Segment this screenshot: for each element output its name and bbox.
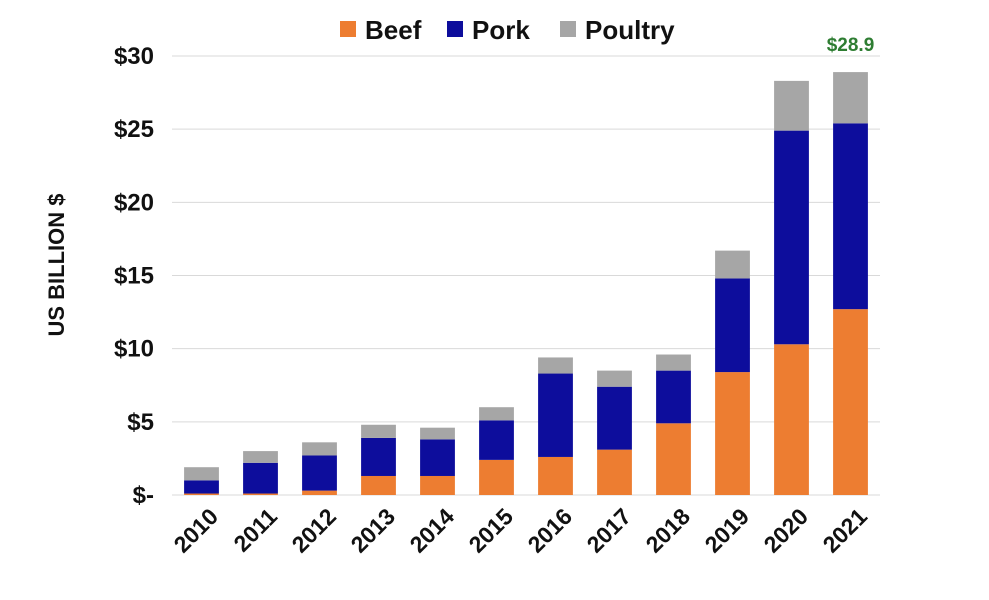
bar-beef-2018 (656, 423, 691, 495)
legend-swatch (340, 21, 356, 37)
y-tick-label: $- (133, 482, 154, 509)
bar-pork-2011 (243, 462, 278, 494)
bar-poultry-2016 (538, 357, 573, 374)
y-tick-label: $15 (114, 263, 154, 290)
bar-poultry-2021 (833, 72, 868, 124)
bar-pork-2020 (774, 130, 809, 345)
bar-beef-2017 (597, 449, 632, 495)
annotations: $28.9 (827, 35, 875, 56)
y-tick-label: $30 (114, 43, 154, 70)
bar-pork-2018 (656, 370, 691, 424)
bar-beef-2021 (833, 309, 868, 495)
bar-poultry-2017 (597, 370, 632, 387)
legend-item-poultry: Poultry (560, 15, 675, 45)
bar-beef-2011 (243, 493, 278, 495)
bar-beef-2012 (302, 490, 337, 495)
bar-poultry-2011 (243, 451, 278, 463)
y-tick-label: $5 (127, 409, 154, 436)
x-tick-label: 2021 (817, 503, 872, 558)
bars (184, 72, 868, 495)
bar-poultry-2015 (479, 407, 514, 421)
bar-pork-2019 (715, 278, 750, 373)
x-tick-label: 2013 (345, 503, 400, 558)
legend-label: Poultry (585, 15, 675, 45)
legend[interactable]: Beef Pork Poultry (340, 15, 675, 45)
x-axis-ticks: 2010 2011 2012 2013 2014 2015 2016 2017 2018 2019… (168, 503, 872, 558)
x-tick-label: 2010 (168, 503, 223, 558)
bar-pork-2013 (361, 437, 396, 476)
bar-beef-2020 (774, 344, 809, 495)
bar-beef-2014 (420, 475, 455, 495)
bar-beef-2015 (479, 459, 514, 495)
bar-pork-2012 (302, 455, 337, 491)
gridlines (172, 55, 880, 496)
bar-poultry-2020 (774, 80, 809, 131)
x-tick-label: 2014 (404, 503, 459, 558)
legend-label: Beef (365, 15, 422, 45)
x-tick-label: 2020 (758, 503, 813, 558)
bar-pork-2010 (184, 480, 219, 494)
total-annotation: $28.9 (827, 35, 875, 56)
bar-poultry-2019 (715, 250, 750, 279)
y-tick-label: $20 (114, 189, 154, 216)
bar-poultry-2014 (420, 427, 455, 440)
bar-pork-2021 (833, 123, 868, 310)
bar-beef-2016 (538, 456, 573, 495)
bar-poultry-2018 (656, 354, 691, 371)
x-tick-label: 2018 (640, 503, 695, 558)
y-axis-ticks: $- $5 $10 $15 $20 $25 $30 (114, 43, 154, 509)
x-tick-label: 2012 (286, 503, 341, 558)
legend-item-pork: Pork (447, 15, 530, 45)
legend-label: Pork (472, 15, 530, 45)
bar-poultry-2012 (302, 442, 337, 456)
bar-beef-2019 (715, 372, 750, 495)
y-tick-label: $25 (114, 116, 154, 143)
legend-swatch (560, 21, 576, 37)
bar-pork-2015 (479, 420, 514, 460)
x-tick-label: 2015 (463, 503, 518, 558)
x-tick-label: 2011 (228, 503, 282, 557)
x-tick-label: 2016 (522, 503, 577, 558)
bar-beef-2013 (361, 475, 396, 495)
legend-swatch (447, 21, 463, 37)
x-tick-label: 2017 (581, 503, 636, 558)
bar-pork-2014 (420, 439, 455, 476)
bar-pork-2017 (597, 386, 632, 450)
bar-poultry-2010 (184, 467, 219, 481)
y-tick-label: $10 (114, 336, 154, 363)
x-tick-label: 2019 (699, 503, 754, 558)
legend-item-beef: Beef (340, 15, 422, 45)
bar-beef-2010 (184, 493, 219, 495)
bar-poultry-2013 (361, 424, 396, 438)
bar-pork-2016 (538, 373, 573, 457)
y-axis-label: US BILLION $ (44, 193, 69, 336)
